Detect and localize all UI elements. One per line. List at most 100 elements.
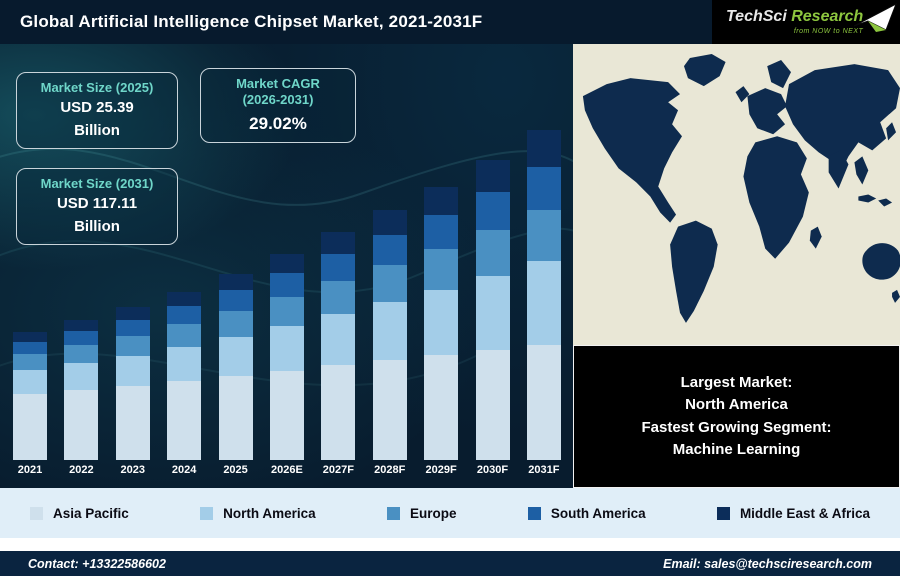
legend-swatch [716,506,730,520]
bar-column-2030f: 2030F [475,128,510,480]
bar-segment-north-america [167,347,202,381]
bar-stack [526,130,561,460]
bar-segment-south-america [64,331,99,345]
market-size-2025-value: USD 25.39 [60,99,134,117]
bar-segment-europe [13,354,47,370]
bar-segment-north-america [526,261,561,345]
bar-column-2028f: 2028F [372,128,407,480]
bar-segment-asia-pacific [13,394,47,460]
bar-segment-europe [269,297,304,326]
market-size-2025-box: Market Size (2025) USD 25.39 Billion [16,72,178,149]
legend: Asia Pacific North America Europe South Ame… [0,488,900,538]
bar-segment-europe [218,311,253,337]
bar-segment-europe [115,336,150,356]
bar-segment-south-america [115,320,150,336]
bar-segment-asia-pacific [372,360,407,460]
bar-segment-europe [167,324,202,347]
market-cagr-title-line2: (2026-2031) [242,92,314,108]
bar-stack [64,320,99,460]
market-size-2031-value: USD 117.11 [56,195,138,213]
x-axis-label: 2021 [17,464,43,476]
x-axis-label: 2028F [374,464,406,476]
bar-segment-middle-east-africa [115,307,150,320]
legend-item-north-america: North America [200,506,316,521]
logo-text: TechSci Research from NOW to NEXT [726,8,864,36]
market-size-2031-title: Market Size (2031) [40,176,154,191]
bar-column-2021: 2021 [13,128,47,480]
bar-segment-asia-pacific [424,355,459,460]
bar-segment-middle-east-africa [424,187,459,215]
legend-swatch [30,506,43,520]
bar-segment-north-america [64,363,99,390]
bar-segment-north-america [13,370,47,394]
legend-label: North America [223,505,316,521]
market-size-2031-unit: Billion [74,217,120,235]
bar-column-2031f: 2031F [526,128,561,480]
legend-label: Middle East & Africa [739,505,870,521]
bar-segment-middle-east-africa [13,332,47,342]
legend-item-south-america: South America [527,506,646,521]
bar-segment-south-america [13,342,47,354]
bar-segment-north-america [218,337,253,376]
logo-part1: TechSci [726,8,787,25]
legend-item-middle-east-africa: Middle East & Africa [716,505,870,521]
bar-segment-middle-east-africa [475,160,510,192]
bar-segment-europe [64,345,99,363]
largest-market-value: North America [685,396,788,413]
bar-segment-middle-east-africa [372,210,407,235]
logo-tagline: from NOW to NEXT [793,28,864,35]
legend-swatch [527,506,541,520]
bar-column-2022: 2022 [64,128,99,480]
world-map [573,44,900,345]
x-axis-label: 2031F [528,464,560,476]
bar-segment-middle-east-africa [64,320,99,331]
bar-segment-south-america [321,254,356,281]
x-axis-label: 2026E [271,464,303,476]
bar-segment-asia-pacific [269,371,304,460]
header: Global Artificial Intelligence Chipset M… [0,0,900,44]
legend-label: Asia Pacific [53,505,129,521]
market-size-2025-unit: Billion [74,121,120,139]
legend-item-europe: Europe [386,506,457,521]
bar-segment-south-america [372,235,407,265]
bar-stack [321,232,356,460]
footer: Contact: +13322586602 Email: sales@techs… [0,551,900,576]
divider-strip [0,538,900,551]
bar-segment-north-america [269,326,304,371]
legend-item-asia-pacific: Asia Pacific [30,506,129,521]
bar-segment-europe [475,230,510,276]
market-size-2025-title: Market Size (2025) [40,80,154,95]
market-size-2031-box: Market Size (2031) USD 117.11 Billion [16,168,178,245]
bar-segment-north-america [424,290,459,355]
bar-column-2023: 2023 [115,128,150,480]
bar-segment-europe [321,281,356,314]
bar-segment-europe [526,210,561,261]
bar-segment-asia-pacific [475,350,510,460]
bar-segment-asia-pacific [321,365,356,460]
largest-market-label: Largest Market: [680,373,793,391]
bar-segment-middle-east-africa [321,232,356,254]
contact-email: Email: sales@techsciresearch.com [663,556,872,571]
bar-stack [13,332,47,460]
market-cagr-value: 29.02% [249,113,307,133]
bar-stack [475,160,510,460]
bar-segment-north-america [115,356,150,386]
bar-segment-asia-pacific [167,381,202,460]
bar-column-2025: 2025 [218,128,253,480]
bar-chart: 2021 2022 2023 2024 2025 2026E 2027F 2028F 2029F… [13,128,561,480]
x-axis-label: 2022 [69,464,94,476]
bar-stack [424,187,459,460]
bar-segment-south-america [269,273,304,297]
x-axis-label: 2023 [120,464,146,476]
right-column: Largest Market: North America Fastest Gr… [573,44,900,488]
bar-segment-asia-pacific [526,345,561,460]
bar-segment-south-america [526,167,561,210]
bar-segment-middle-east-africa [526,130,561,167]
bar-segment-south-america [475,192,510,230]
x-axis-label: 2025 [223,464,248,476]
legend-swatch [386,506,400,520]
legend-swatch [200,506,214,520]
bar-column-2024: 2024 [167,128,202,480]
bar-column-2029f: 2029F [424,128,459,480]
bar-segment-europe [372,265,407,302]
